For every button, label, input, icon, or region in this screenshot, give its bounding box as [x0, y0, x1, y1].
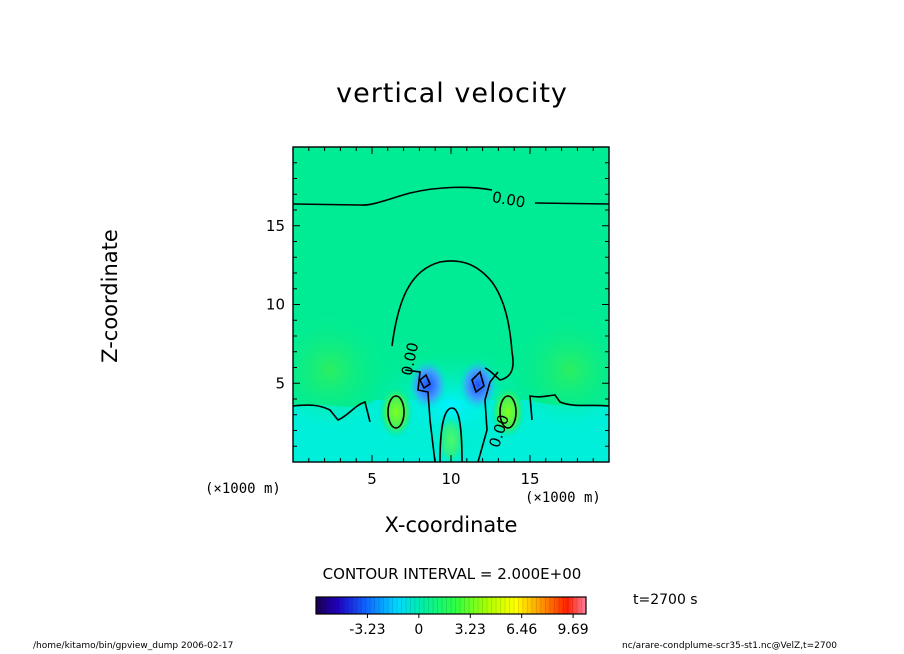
contour-line-upper-right: [534, 202, 609, 205]
x-axis-label: X-coordinate: [384, 513, 518, 537]
contour-loop-center: [439, 407, 463, 462]
contour-interval-label: CONTOUR INTERVAL = 2.000E+00: [322, 565, 582, 583]
x-tick-label: 5: [367, 470, 377, 488]
colorbar-ticks: -3.23 0 3.23 6.46 9.69: [349, 614, 589, 638]
colorbar: [315, 596, 587, 615]
contour-line-left-side: [293, 400, 371, 423]
x-tick-label: 15: [520, 470, 539, 488]
contour-line-right-inner: [477, 371, 499, 462]
contour-loop-right: [499, 395, 517, 429]
y-tick-label: 15: [266, 217, 285, 235]
footer-path-date: /home/kitamo/bin/gpview_dump 2006-02-17: [33, 641, 234, 651]
contour-line-upper: [293, 186, 493, 206]
contour-line-left-inner: [404, 369, 436, 462]
colorbar-tick-label: 0: [414, 622, 423, 638]
axis-tick-labels: 5 10 15 5 10 15: [266, 217, 540, 488]
y-tick-label: 5: [275, 374, 285, 392]
x-tick-label: 10: [441, 470, 460, 488]
y-tick-label: 10: [266, 296, 285, 314]
footer-source: nc/arare-condplume-scr35-st1.nc@VelZ,t=2…: [622, 641, 838, 651]
axis-ticks: [293, 147, 609, 462]
colorbar-level-lines: [320, 597, 582, 614]
contour-line-dome: [391, 260, 514, 381]
contour-line-inner-left-small: [419, 373, 432, 390]
time-label: t=2700 s: [633, 592, 698, 608]
contour-lines: [293, 186, 609, 462]
contour-loop-left: [387, 395, 405, 429]
contour-line-inner-right-small: [471, 370, 485, 394]
x-axis-unit-label: (×1000 m): [205, 481, 281, 497]
shaded-field: [293, 147, 609, 462]
chart-title: vertical velocity: [336, 78, 568, 109]
colorbar-tick-label: 3.23: [455, 622, 486, 638]
colorbar-tick-label: 6.46: [506, 622, 537, 638]
z-axis-unit-label: (×1000 m): [525, 490, 601, 506]
y-axis-label: Z-coordinate: [98, 229, 122, 363]
contour-label: 0.00: [491, 188, 527, 212]
colorbar-tick-label: -3.23: [349, 622, 385, 638]
contour-line-right-side: [529, 394, 609, 421]
colorbar-tick-label: 9.69: [558, 622, 589, 638]
